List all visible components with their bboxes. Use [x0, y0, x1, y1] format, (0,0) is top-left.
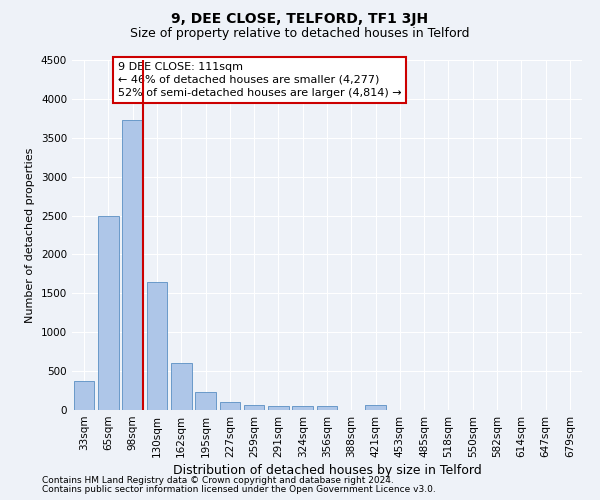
Bar [220, 402, 240, 410]
Bar [317, 406, 337, 410]
Y-axis label: Number of detached properties: Number of detached properties [25, 148, 35, 322]
Bar [292, 406, 313, 410]
Bar [268, 406, 289, 410]
Bar [365, 406, 386, 410]
Bar [122, 120, 143, 410]
Bar [195, 392, 216, 410]
Text: Size of property relative to detached houses in Telford: Size of property relative to detached ho… [130, 28, 470, 40]
Bar [98, 216, 119, 410]
Bar [244, 406, 265, 410]
Text: 9 DEE CLOSE: 111sqm
← 46% of detached houses are smaller (4,277)
52% of semi-det: 9 DEE CLOSE: 111sqm ← 46% of detached ho… [118, 62, 401, 98]
Bar [74, 381, 94, 410]
Bar [171, 364, 191, 410]
Text: Contains HM Land Registry data © Crown copyright and database right 2024.: Contains HM Land Registry data © Crown c… [42, 476, 394, 485]
X-axis label: Distribution of detached houses by size in Telford: Distribution of detached houses by size … [173, 464, 481, 477]
Text: 9, DEE CLOSE, TELFORD, TF1 3JH: 9, DEE CLOSE, TELFORD, TF1 3JH [172, 12, 428, 26]
Bar [146, 282, 167, 410]
Text: Contains public sector information licensed under the Open Government Licence v3: Contains public sector information licen… [42, 485, 436, 494]
